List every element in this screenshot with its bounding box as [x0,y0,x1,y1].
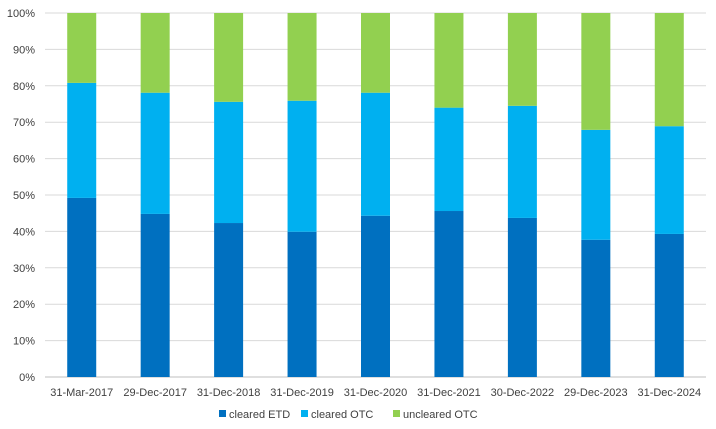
bar-segment-uncleared-otc [287,13,317,101]
x-tick-label: 31-Mar-2017 [50,387,113,399]
y-tick-label: 80% [13,81,35,93]
bar-segment-cleared-etd [507,217,537,377]
y-tick-label: 100% [7,8,35,20]
legend-item: uncleared OTC [393,409,478,421]
bar-segment-uncleared-otc [654,13,684,127]
y-tick-label: 70% [13,117,35,129]
bar-segment-cleared-otc [361,92,390,216]
y-tick-label: 20% [13,299,35,311]
bar-segment-uncleared-otc [507,13,537,106]
bar-segment-uncleared-otc [361,13,390,93]
x-tick-label: 31-Dec-2021 [417,387,481,399]
bar-segment-cleared-etd [287,231,317,377]
y-tick-label: 90% [13,44,35,56]
legend-label: uncleared OTC [403,409,478,421]
legend-swatch [301,410,308,417]
y-axis-tick-labels: 0% 10% 20% 30% 40% 50% 60% 70% 80% 90% 100% [7,8,35,384]
bar-segment-cleared-otc [140,92,170,214]
legend-item: cleared ETD [219,409,290,421]
bar-segment-cleared-etd [434,211,464,377]
bar-stack [140,13,170,377]
x-tick-label: 30-Dec-2022 [491,387,555,399]
bar-segment-cleared-etd [67,197,97,377]
x-tick-label: 29-Dec-2017 [123,387,187,399]
y-tick-label: 10% [13,336,35,348]
bar-segment-cleared-otc [654,126,684,234]
bar-segment-cleared-etd [654,233,684,377]
y-tick-label: 30% [13,263,35,275]
bar-segment-uncleared-otc [581,13,611,130]
legend-label: cleared OTC [311,409,373,421]
bar-stack [654,13,684,377]
legend-label: cleared ETD [229,409,290,421]
bar-stack [434,13,464,377]
bars [67,13,684,377]
bar-segment-uncleared-otc [214,13,244,102]
bar-segment-uncleared-otc [67,13,97,83]
bar-segment-cleared-etd [581,239,611,377]
bar-segment-cleared-otc [581,129,611,240]
bar-segment-cleared-otc [507,105,537,218]
x-tick-label: 31-Dec-2018 [197,387,261,399]
y-tick-label: 40% [13,226,35,238]
x-tick-label: 31-Dec-2020 [344,387,408,399]
y-tick-label: 60% [13,154,35,166]
bar-segment-uncleared-otc [140,13,170,93]
bar-segment-uncleared-otc [434,13,464,108]
bar-segment-cleared-otc [434,107,464,212]
x-axis-tick-labels: 31-Mar-2017 29-Dec-2017 31-Dec-2018 31-Dec-… [50,387,701,399]
x-tick-label: 31-Dec-2019 [270,387,334,399]
bar-segment-cleared-otc [67,82,97,198]
legend-swatch [393,410,400,417]
bar-segment-cleared-otc [214,101,244,224]
bar-stack [507,13,537,377]
y-tick-label: 50% [13,190,35,202]
bar-stack [287,13,317,377]
bar-segment-cleared-etd [361,215,390,377]
bar-stack [214,13,244,377]
bar-stack [67,13,97,377]
bar-segment-cleared-etd [214,223,244,377]
legend-item: cleared OTC [301,409,373,421]
legend: cleared ETD cleared OTC uncleared OTC [219,409,478,421]
bar-stack [581,13,611,377]
legend-swatch [219,410,226,417]
bar-stack [361,13,390,377]
bar-segment-cleared-etd [140,213,170,377]
x-tick-label: 29-Dec-2023 [564,387,628,399]
y-tick-label: 0% [19,372,35,384]
bar-segment-cleared-otc [287,100,317,232]
x-tick-label: 31-Dec-2024 [637,387,701,399]
